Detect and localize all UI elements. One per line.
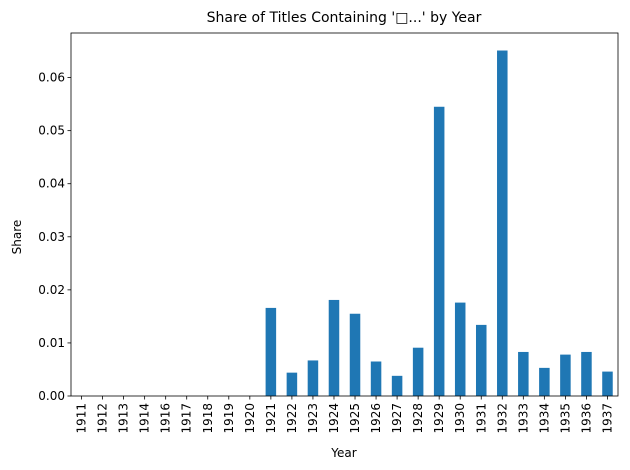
plot-area: 0.00 0.01 0.02 0.03 0.04 0.05 0.06 1911 1912 1913… [38,32,619,434]
x-tick-label: 1913 [117,403,131,434]
x-tick-label: 1911 [75,403,89,434]
x-tick-label: 1925 [348,403,362,434]
x-tick-label: 1932 [495,403,509,434]
bar-1928 [412,347,424,396]
x-tick-label: 1937 [600,403,614,434]
x-tick-label: 1922 [285,403,299,434]
bar-1935 [560,354,571,396]
bar-1937 [602,371,613,396]
y-tick-label: 0.01 [38,336,65,350]
x-tick-label: 1921 [264,403,278,434]
bar-1933 [518,351,529,396]
x-tick-label: 1930 [453,403,467,434]
y-tick-label: 0.04 [38,177,65,191]
x-tick-label: 1916 [159,403,173,434]
x-tick-label: 1931 [474,403,488,434]
bar-1927 [391,375,403,396]
y-tick-label: 0.00 [38,389,65,403]
bar-1929 [433,106,445,396]
y-tick-label: 0.06 [38,71,65,85]
bar-1925 [349,313,361,396]
bar-1930 [454,302,466,396]
x-tick-label: 1923 [306,403,320,434]
bar-1924 [328,299,340,396]
bar-1934 [539,367,550,396]
x-tick-label: 1917 [180,403,194,434]
x-axis-label: Year [330,446,356,460]
chart-title: Share of Titles Containing '□...' by Yea… [207,10,482,26]
x-tick-label: 1918 [201,403,215,434]
x-tick-label: 1928 [411,403,425,434]
x-tick-label: 1914 [138,403,152,434]
x-tick-label: 1919 [222,403,236,434]
y-tick-label: 0.02 [38,283,65,297]
x-tick-label: 1927 [390,403,404,434]
x-tick-label: 1912 [96,403,110,434]
y-tick-label: 0.03 [38,230,65,244]
axes-frame [70,32,619,397]
bar-1923 [307,360,319,396]
bar-1921 [265,307,277,396]
x-tick-label: 1926 [369,403,383,434]
x-tick-label: 1935 [558,403,572,434]
x-tick-label: 1934 [537,403,551,434]
bar-1922 [286,372,298,396]
bar-1932 [497,50,508,397]
x-tick-label: 1936 [579,403,593,434]
x-tick-label: 1924 [327,403,341,434]
x-tick-label: 1933 [516,403,530,434]
bar-1936 [581,351,592,396]
x-tick-label: 1920 [243,403,257,434]
x-tick-label: 1929 [432,403,446,434]
y-tick-label: 0.05 [38,124,65,138]
bar-1931 [475,324,487,396]
bar-1926 [370,361,382,396]
y-axis-label: Share [10,220,24,255]
